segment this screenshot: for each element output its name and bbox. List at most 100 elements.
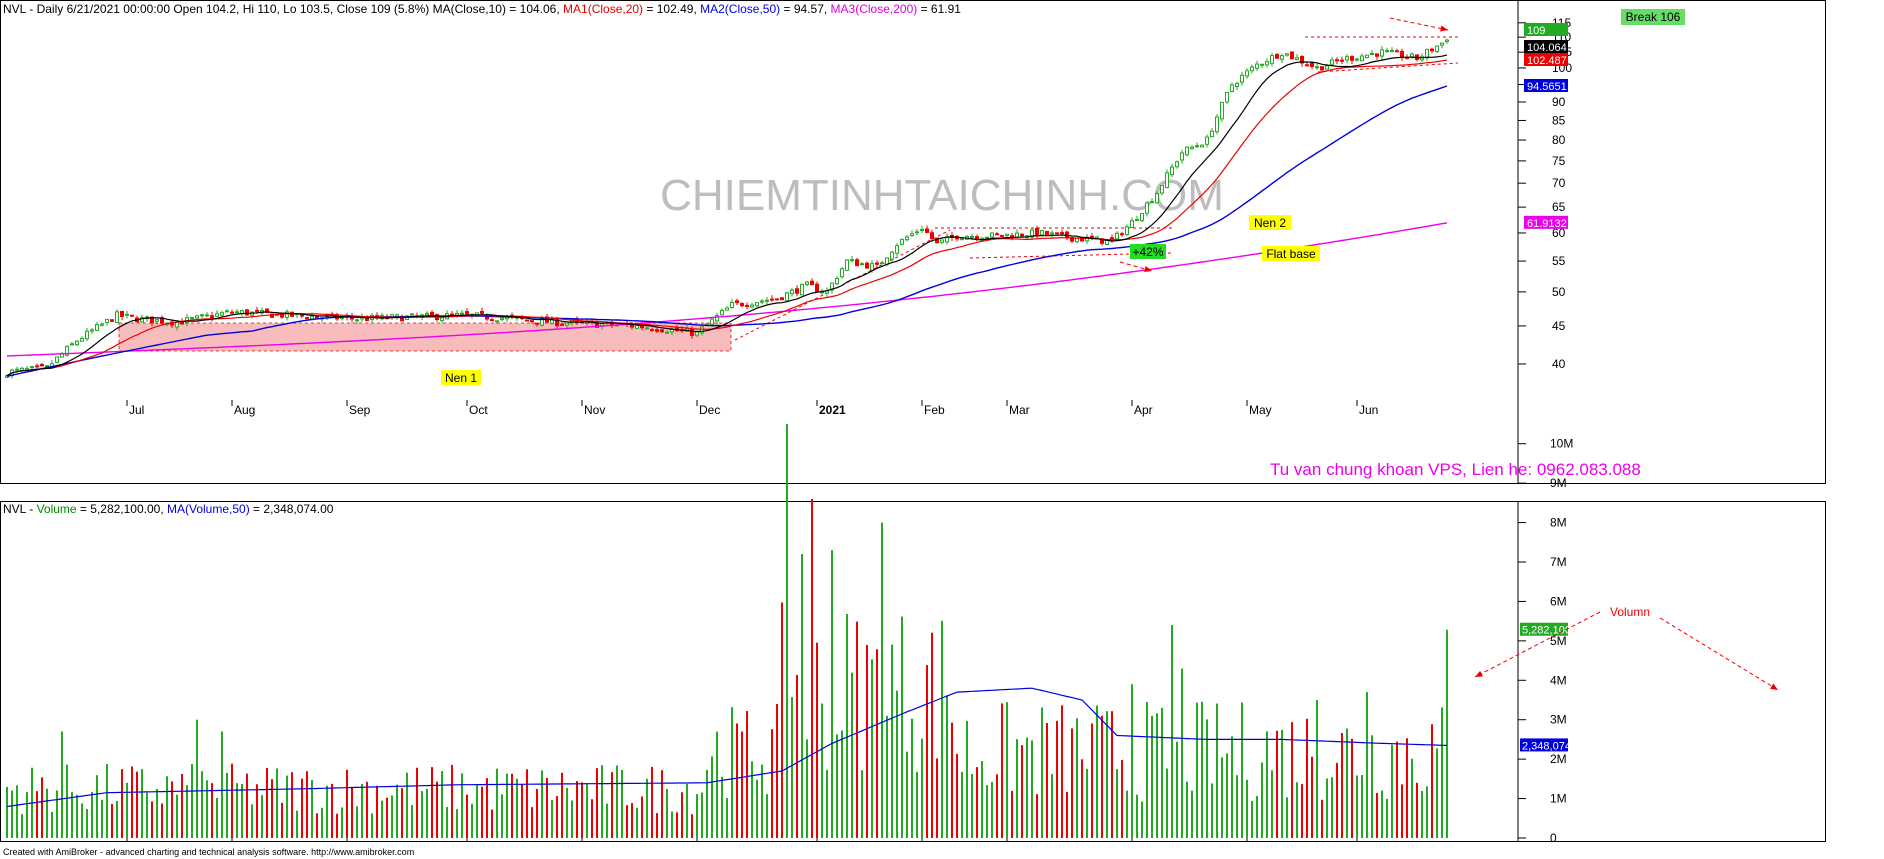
volume-bar [1016,739,1018,838]
candle-body [410,313,414,316]
candle-body [910,233,914,237]
volume-header: NVL - Volume = 5,282,100.00, MA(Volume,5… [3,502,334,516]
volume-bar [336,813,338,838]
volume-bar [406,772,408,838]
volume-bar [1071,728,1073,838]
gain-label: +42% [1132,245,1163,259]
candle-body [560,323,564,326]
volume-bar [376,785,378,838]
volume-bar [86,809,88,838]
price-tag-bg [1524,40,1568,53]
volume-bar [51,811,53,838]
volume-bar [846,614,848,838]
candle-body [245,309,249,316]
candle-body [1445,39,1449,43]
volume-bar [276,768,278,838]
volume-bar [1101,715,1103,838]
volume-bar [136,771,138,838]
volume-bar [1141,801,1143,838]
volume-bar [1186,781,1188,838]
candle-body [365,317,369,322]
volume-tick-label: 1M [1550,792,1567,806]
candle-body [500,317,504,321]
volume-bar [1341,733,1343,838]
candle-body [1140,213,1144,222]
candle-body [190,317,194,320]
break-label: Break 106 [1626,10,1681,24]
volume-bar [501,794,503,838]
volume-tick-label: 0 [1550,831,1557,845]
ma10-line [6,54,1448,377]
candle-body [125,313,129,316]
volume-bar [906,751,908,838]
price-tick-label: 70 [1552,176,1566,190]
volume-bar [531,807,533,838]
candle-body [490,319,494,322]
volume-bar [776,703,778,838]
date-tick-label: Oct [469,403,488,417]
volume-bar [1281,729,1283,838]
volume-bar [1076,718,1078,838]
volume-bar [46,788,48,838]
volume-bar [131,766,133,838]
volume-bar [1226,753,1228,838]
volume-bar [801,554,803,838]
volume-bar [696,794,698,838]
volume-bar [711,756,713,838]
candle-body [1315,66,1319,69]
volume-tag-text: 5,282,100 [1522,625,1571,637]
volume-bar [636,807,638,838]
gain-label-bg [1130,244,1166,259]
candle-body [730,301,734,308]
candle-body [530,320,534,323]
candle-body [1425,48,1429,59]
date-tick-label: Jul [129,403,144,417]
candle-body [1205,136,1209,145]
volume-bar [1426,786,1428,838]
candle-body [1135,218,1139,221]
price-tag-text: 102.487 [1527,55,1567,67]
volume-bar [11,790,13,838]
candle-body [875,262,879,265]
candle-body [795,288,799,294]
date-tick-label: 2021 [819,403,846,417]
volume-bar [1311,756,1313,838]
volume-bar [566,787,568,838]
candle-body [1295,57,1299,61]
volume-bar [981,761,983,838]
volume-bar [1406,738,1408,838]
candle-body [935,237,939,244]
price-tag-bg [1524,23,1568,36]
break-arrow-head [1440,25,1448,32]
volume-bar [1411,758,1413,838]
gain-arrow-head [1144,266,1152,273]
candle-body [1055,232,1059,235]
volume-bar [1271,770,1273,838]
volume-bar [686,784,688,838]
candle-body [1395,50,1399,53]
volume-bar [851,672,853,838]
candle-body [1280,55,1284,60]
volume-bar [876,649,878,838]
candle-body [1265,61,1269,66]
header-part: MA(Volume,50) [164,502,250,516]
volume-bar [1006,702,1008,838]
candle-body [35,365,39,368]
candle-body [40,363,44,367]
candle-body [70,343,74,346]
volume-bar [506,773,508,838]
price-tag-text: 94.5651 [1527,81,1567,93]
candle-body [1020,233,1024,237]
price-tick-label: 75 [1552,154,1566,168]
volume-bar [536,788,538,838]
candle-body [1240,74,1244,83]
candle-body [1255,63,1259,69]
candle-body [655,329,659,332]
volume-bar [106,763,108,838]
volume-bar [1011,790,1013,838]
candle-body [1310,62,1314,68]
volume-bar [736,723,738,838]
volume-bar [651,766,653,838]
volume-bar [436,781,438,838]
